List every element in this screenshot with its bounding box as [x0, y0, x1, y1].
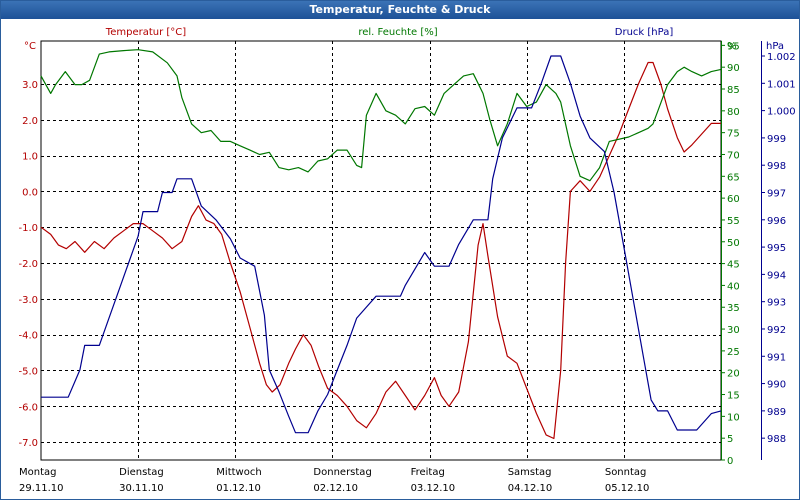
temperature-series-line — [40, 61, 721, 440]
temperature-tick-label: -2.0 — [18, 259, 38, 270]
humidity-tick-label: 70 — [727, 150, 740, 161]
pressure-tick-label: 1.002 — [767, 52, 796, 63]
temperature-tick-label: -7.0 — [18, 438, 38, 449]
humidity-tick-label: 15 — [727, 391, 740, 402]
pressure-tick-label: 994 — [767, 270, 786, 281]
temperature-tick-label: 1.0 — [22, 152, 38, 163]
humidity-tick-label: 20 — [727, 369, 740, 380]
x-tick-day-label: Donnerstag — [313, 467, 371, 478]
humidity-tick-label: 25 — [727, 347, 740, 358]
humidity-tick-label: 30 — [727, 325, 740, 336]
humidity-tick-label: 90 — [727, 63, 740, 74]
pressure-series-line — [41, 55, 722, 434]
grid-lines — [40, 40, 722, 461]
pressure-tick-label: 995 — [767, 243, 786, 254]
x-tick-day-label: Mittwoch — [216, 467, 261, 478]
humidity-tick-label: 65 — [727, 172, 740, 183]
pressure-tick-label: 992 — [767, 325, 786, 336]
humidity-tick-label: 80 — [727, 107, 740, 118]
humidity-tick-label: 10 — [727, 412, 740, 423]
temperature-tick-labels: 3.0 2.0 1.0 0.0 -1.0 -2.0 -3.0 -4.0 -5.0 -6.0 -7.0 — [18, 80, 38, 449]
x-tick-date-label: 04.12.10 — [508, 483, 553, 494]
x-tick-labels: Montag 29.11.10 Dienstag 30.11.10 Mittwoch 01… — [19, 467, 649, 494]
temperature-tick-label: 0.0 — [22, 187, 38, 198]
x-tick-day-label: Montag — [19, 467, 56, 478]
humidity-tick-label: 50 — [727, 238, 740, 249]
series-lines — [40, 49, 722, 440]
pressure-tick-label: 993 — [767, 298, 786, 309]
temperature-tick-label: 3.0 — [22, 80, 38, 91]
temperature-tick-label: -1.0 — [18, 223, 38, 234]
temperature-tick-label: -5.0 — [18, 366, 38, 377]
humidity-tick-label: 60 — [727, 194, 740, 205]
humidity-tick-label: 40 — [727, 281, 740, 292]
pressure-tick-label: 988 — [767, 434, 786, 445]
temperature-unit-label: °C — [24, 41, 36, 52]
temperature-tick-label: 2.0 — [22, 116, 38, 127]
x-tick-day-label: Freitag — [411, 467, 445, 478]
x-tick-day-label: Samstag — [508, 467, 552, 478]
pressure-tick-label: 1.000 — [767, 107, 796, 118]
humidity-series-line — [40, 49, 722, 182]
humidity-tick-label: 55 — [727, 216, 740, 227]
temperature-tick-label: -6.0 — [18, 402, 38, 413]
temperature-tick-label: -3.0 — [18, 295, 38, 306]
window-title: Temperatur, Feuchte & Druck — [1, 1, 799, 19]
humidity-tick-label: 5 — [727, 434, 733, 445]
chart-canvas: Temperatur [°C] rel. Feuchte [%] Druck [… — [18, 27, 796, 494]
pressure-tick-label: 996 — [767, 216, 786, 227]
x-tick-date-label: 29.11.10 — [19, 483, 64, 494]
pressure-tick-labels: 1.002 1.001 1.000 999 998 997 996 995 994 993 992 9… — [761, 52, 796, 445]
humidity-tick-label: 45 — [727, 260, 740, 271]
x-tick-date-label: 05.12.10 — [605, 483, 650, 494]
pressure-tick-label: 1.001 — [767, 79, 796, 90]
x-tick-date-label: 03.12.10 — [411, 483, 456, 494]
pressure-tick-label: 998 — [767, 161, 786, 172]
x-tick-day-label: Sonntag — [605, 467, 647, 478]
pressure-tick-label: 990 — [767, 380, 786, 391]
humidity-tick-label: 95 — [727, 41, 740, 52]
pressure-tick-label: 989 — [767, 407, 786, 418]
pressure-tick-label: 999 — [767, 134, 786, 145]
x-tick-day-label: Dienstag — [119, 467, 164, 478]
humidity-axis-title: rel. Feuchte [%] — [358, 27, 437, 38]
humidity-unit-label: % — [727, 41, 737, 52]
humidity-tick-label: 0 — [727, 456, 733, 467]
humidity-tick-label: 85 — [727, 85, 740, 96]
x-tick-date-label: 01.12.10 — [216, 483, 261, 494]
pressure-axis-title: Druck [hPa] — [615, 27, 674, 38]
pressure-unit-label: hPa — [766, 41, 784, 52]
plot-frame — [40, 40, 722, 461]
x-tick-date-label: 02.12.10 — [313, 483, 358, 494]
humidity-tick-label: 35 — [727, 303, 740, 314]
temperature-tick-label: -4.0 — [18, 331, 38, 342]
pressure-tick-label: 991 — [767, 352, 786, 363]
x-tick-date-label: 30.11.10 — [119, 483, 164, 494]
humidity-tick-label: 75 — [727, 129, 740, 140]
temperature-axis-title: Temperatur [°C] — [105, 27, 186, 38]
pressure-tick-label: 997 — [767, 188, 786, 199]
